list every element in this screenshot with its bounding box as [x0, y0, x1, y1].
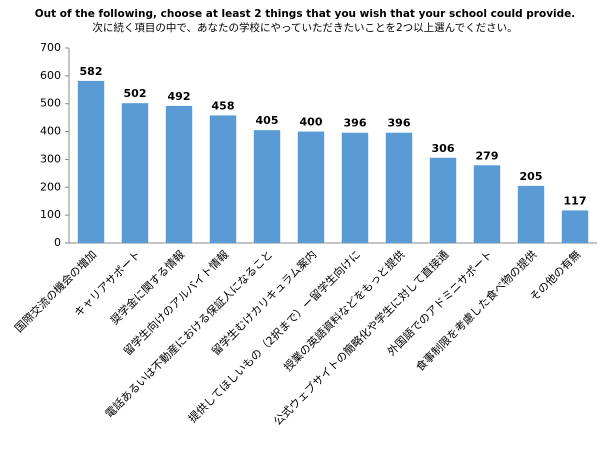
value-label: 306	[432, 142, 455, 155]
bar	[561, 210, 589, 243]
bar	[517, 185, 545, 243]
value-label: 458	[212, 99, 235, 112]
bar	[77, 80, 105, 243]
y-tick-label: 500	[40, 97, 61, 110]
y-tick-label: 0	[54, 236, 61, 249]
bar	[385, 132, 413, 243]
value-label: 205	[520, 170, 543, 183]
x-tick-label: 国際交流の機会の増加	[12, 247, 100, 335]
x-tick-label: 電話あるいは不動産における保証人になること	[102, 247, 275, 420]
value-label: 279	[476, 149, 499, 162]
x-tick-label: 奨学金に関する情報	[107, 247, 187, 327]
value-label: 396	[388, 117, 411, 130]
bar	[341, 132, 369, 243]
y-tick-label: 600	[40, 69, 61, 82]
y-tick-label: 200	[40, 180, 61, 193]
bar	[473, 165, 501, 243]
value-label: 400	[300, 116, 323, 129]
bar	[209, 115, 237, 243]
bar	[253, 130, 281, 243]
bar	[297, 131, 325, 243]
y-tick-label: 700	[40, 41, 61, 54]
bar	[121, 103, 149, 244]
y-tick-label: 400	[40, 125, 61, 138]
value-label: 405	[256, 114, 279, 127]
y-tick-label: 300	[40, 152, 61, 165]
value-label: 582	[80, 65, 103, 78]
value-label: 492	[168, 90, 191, 103]
chart-title: Out of the following, choose at least 2 …	[35, 8, 576, 20]
value-label: 502	[124, 87, 147, 100]
value-label: 117	[564, 194, 587, 207]
bar	[165, 105, 193, 243]
y-tick-label: 100	[40, 208, 61, 221]
bar	[429, 157, 457, 243]
chart-subtitle: 次に続く項目の中で、あなたの学校にやっていただきたいことを2つ以上選んでください…	[92, 21, 517, 34]
value-label: 396	[344, 117, 367, 130]
